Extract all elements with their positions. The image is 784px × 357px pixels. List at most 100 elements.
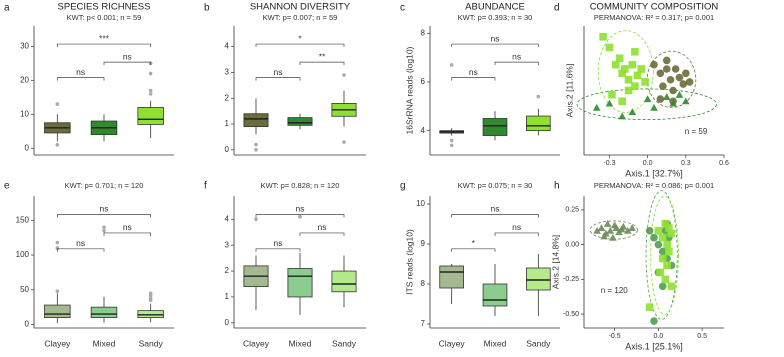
bracket-label: *** — [99, 33, 110, 43]
y-tick-label: 0 — [25, 320, 30, 329]
outlier — [449, 138, 454, 143]
point — [663, 240, 671, 249]
panel-subtitle: PERMANOVA: R² = 0.317; p= 0.001 — [594, 13, 714, 22]
point — [667, 229, 676, 238]
bracket — [299, 61, 345, 66]
outlier — [55, 143, 60, 147]
bracket-label: ns — [274, 67, 283, 77]
outlier — [342, 140, 346, 144]
bracket-label: ns — [123, 222, 132, 232]
box — [287, 117, 313, 126]
point — [666, 75, 675, 84]
point — [619, 222, 628, 230]
outlier — [254, 217, 258, 222]
point — [599, 32, 607, 41]
point — [682, 97, 690, 105]
bracket — [299, 232, 345, 236]
bracket — [494, 61, 539, 66]
confidence-ellipse — [650, 195, 679, 315]
box — [287, 268, 313, 298]
panel-subtitle: PERMANOVA: R² = 0.086; p= 0.001 — [594, 181, 714, 190]
point — [667, 282, 676, 291]
outlier — [55, 289, 60, 293]
point — [600, 232, 608, 240]
x-tick-label: -0.3 — [603, 160, 615, 167]
point — [679, 80, 688, 88]
point — [658, 233, 667, 242]
point — [675, 73, 684, 82]
bracket — [494, 232, 539, 236]
point — [682, 69, 690, 78]
bracket — [103, 61, 152, 66]
y-tick-label: 3 — [225, 68, 230, 77]
point — [685, 78, 694, 86]
point — [654, 240, 663, 249]
point — [650, 317, 658, 325]
x-tick-label: Mixed — [289, 338, 312, 348]
panel-title: SHANNON DIVERSITY — [250, 2, 351, 13]
point — [645, 303, 654, 311]
box — [243, 113, 269, 128]
bracket-label: ns — [491, 33, 500, 43]
panel-letter: g — [400, 181, 406, 192]
point — [658, 282, 667, 291]
outlier — [102, 228, 106, 233]
bracket — [255, 214, 345, 218]
point — [665, 224, 673, 232]
point — [656, 268, 664, 277]
y-tick-label: -0.25 — [563, 276, 579, 283]
x-tick-label: Sandy — [139, 338, 164, 348]
x-tick-label: Clayey — [243, 338, 270, 348]
panel-letter: e — [4, 181, 10, 192]
point — [650, 233, 658, 242]
box — [482, 283, 508, 307]
y-tick-label: -0.50 — [563, 311, 579, 318]
y-tick-label: 0.00 — [565, 241, 579, 248]
x-tick-label: 0.6 — [719, 160, 729, 167]
point — [618, 97, 626, 106]
x-tick-label: -0.5 — [609, 333, 621, 340]
panel-letter: h — [554, 181, 560, 192]
point — [597, 224, 606, 231]
y-tick-label: 10 — [20, 109, 29, 118]
y-tick-label: 3 — [225, 240, 230, 249]
y-tick-label: 4 — [225, 42, 230, 51]
point — [618, 112, 626, 120]
bracket-label: * — [298, 33, 302, 43]
bracket-label: ns — [274, 238, 283, 248]
x-tick-label: Clayey — [439, 338, 466, 348]
bracket — [255, 77, 301, 81]
y-tick-label: 8 — [421, 279, 426, 288]
panel-subtitle: KWT: p= 0.075; n = 30 — [458, 181, 533, 190]
y-axis-label: Axis.2 [11.6%] — [564, 64, 574, 118]
y-tick-label: 20 — [20, 75, 29, 84]
panel-subtitle: KWT: p= 0.007; n = 59 — [263, 13, 338, 22]
confidence-ellipse — [597, 30, 654, 113]
point — [618, 69, 626, 78]
bracket — [56, 77, 105, 81]
y-tick-label: 4 — [421, 126, 426, 135]
bracket-label: ns — [100, 204, 109, 214]
y-tick-label: 100 — [16, 250, 30, 259]
point — [659, 82, 667, 90]
point — [637, 65, 646, 73]
panel-title: ABUNDANCE — [465, 2, 525, 13]
y-tick-label: 150 — [16, 215, 30, 224]
point — [643, 95, 652, 103]
point — [628, 108, 637, 116]
point — [658, 254, 667, 263]
bracket-label: ns — [318, 222, 327, 232]
y-tick-label: 6 — [421, 77, 426, 86]
y-tick-label: 2 — [225, 266, 230, 275]
y-axis-label: Axis.2 [14.8%] — [550, 235, 560, 289]
x-tick-label: Mixed — [93, 338, 116, 348]
x-tick-label: 0.0 — [643, 160, 653, 167]
bracket — [255, 43, 345, 48]
x-tick-label: 0.3 — [681, 160, 691, 167]
bracket — [451, 214, 539, 218]
annotation: n = 59 — [685, 127, 708, 136]
point — [631, 48, 639, 56]
y-axis-label: ITS reads (log10) — [404, 229, 414, 295]
y-tick-label: 0.25 — [565, 207, 579, 214]
